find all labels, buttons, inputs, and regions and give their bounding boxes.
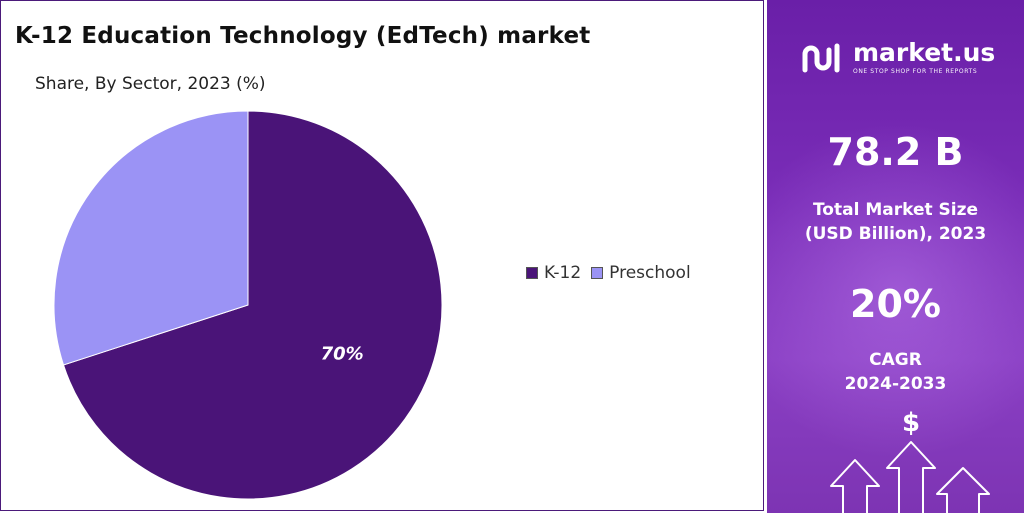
market-us-logo-icon — [802, 43, 840, 73]
cagr-label: CAGR — [869, 350, 922, 370]
pie-slice-k12 — [62, 110, 443, 500]
cagr-value: 20% — [850, 282, 941, 326]
legend-swatch-k12 — [526, 267, 538, 279]
chart-subtitle: Share, By Sector, 2023 (%) — [35, 74, 266, 94]
chart-panel: K-12 Education Technology (EdTech) marke… — [0, 0, 764, 511]
background-glow — [767, 120, 1024, 460]
legend-item-preschool: Preschool — [591, 263, 691, 283]
summary-sidebar: market.us ONE STOP SHOP FOR THE REPORTS … — [767, 0, 1024, 513]
pie-chart: 70% — [53, 110, 443, 500]
legend-item-k12: K-12 — [526, 263, 581, 283]
chart-legend: K-12 Preschool — [526, 263, 701, 283]
dollar-icon: $ — [902, 408, 921, 438]
pie-slice-preschool — [53, 110, 249, 366]
chart-title: K-12 Education Technology (EdTech) marke… — [15, 23, 591, 49]
market-size-value: 78.2 B — [827, 130, 964, 174]
market-size-label-line2: (USD Billion), 2023 — [804, 224, 987, 244]
legend-swatch-preschool — [591, 267, 604, 279]
market-size-label-line1: Total Market Size — [812, 200, 979, 220]
brand-logo: market.us ONE STOP SHOP FOR THE REPORTS — [801, 40, 995, 75]
brand-tagline: ONE STOP SHOP FOR THE REPORTS — [853, 68, 978, 75]
pie-label-k12: 70% — [321, 343, 364, 364]
legend-label-preschool: Preschool — [609, 263, 691, 283]
brand-name: market.us — [853, 38, 996, 67]
cagr-period: 2024-2033 — [844, 374, 947, 394]
legend-label-k12: K-12 — [544, 263, 582, 283]
growth-arrows-icon — [830, 441, 990, 513]
